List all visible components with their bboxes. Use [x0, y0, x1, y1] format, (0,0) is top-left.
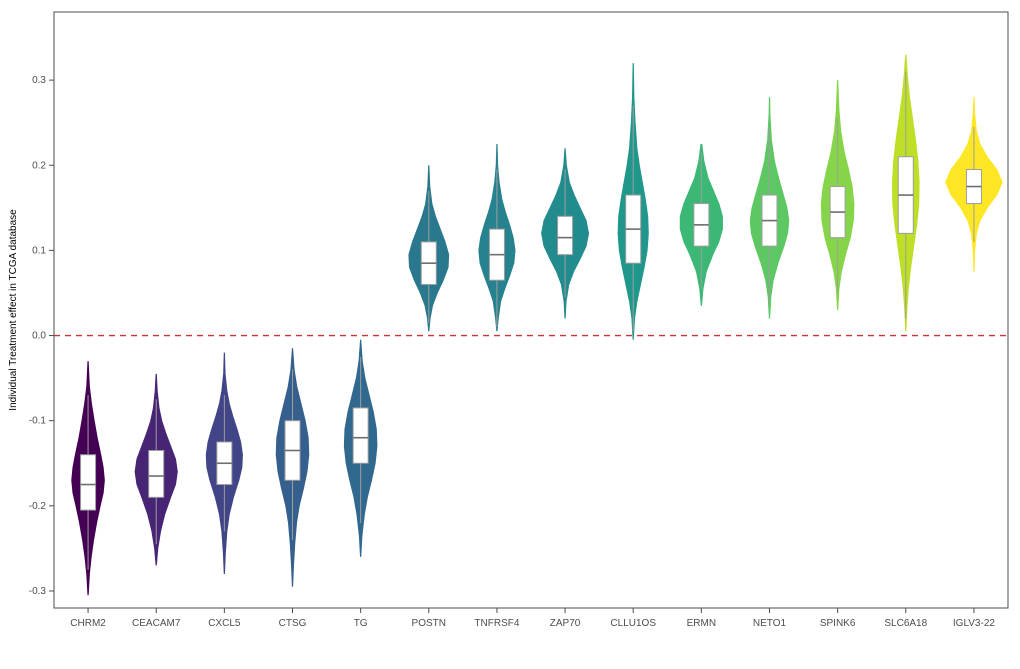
xtick-label: TG	[354, 618, 368, 629]
violin-chart: -0.3 -0.2 -0.1 0.0 0.1 0.2 0.3 CHRM2 CEACAM7 CXCL…	[0, 0, 1020, 664]
ytick-label: -0.2	[29, 501, 47, 512]
ytick-label: 0.0	[32, 331, 46, 342]
y-axis-title: Individual Treatment effect in TCGA data…	[8, 209, 19, 411]
xtick-label: SPINK6	[820, 618, 856, 629]
xtick-label: TNFRSF4	[474, 618, 519, 629]
xtick-label: CLLU1OS	[610, 618, 656, 629]
xtick-label: SLC6A18	[884, 618, 927, 629]
box-ZAP70	[558, 216, 573, 254]
xtick-label: NETO1	[753, 618, 787, 629]
xtick-label: CHRM2	[70, 618, 106, 629]
ytick-label: -0.3	[29, 586, 47, 597]
box-CHRM2	[81, 455, 96, 510]
xtick-label: ERMN	[687, 618, 716, 629]
xtick-label: CXCL5	[208, 618, 241, 629]
xtick-label: CTSG	[279, 618, 307, 629]
xtick-label: CEACAM7	[132, 618, 181, 629]
ytick-label: 0.3	[32, 75, 46, 86]
box-CEACAM7	[149, 450, 164, 497]
xtick-label: ZAP70	[550, 618, 581, 629]
xtick-label: POSTN	[412, 618, 446, 629]
xtick-label: IGLV3-22	[953, 618, 995, 629]
ytick-label: 0.1	[32, 245, 46, 256]
ytick-label: -0.1	[29, 416, 47, 427]
box-TG	[353, 408, 368, 463]
chart-svg: -0.3 -0.2 -0.1 0.0 0.1 0.2 0.3 CHRM2 CEACAM7 CXCL…	[0, 0, 1020, 664]
ytick-label: 0.2	[32, 160, 46, 171]
